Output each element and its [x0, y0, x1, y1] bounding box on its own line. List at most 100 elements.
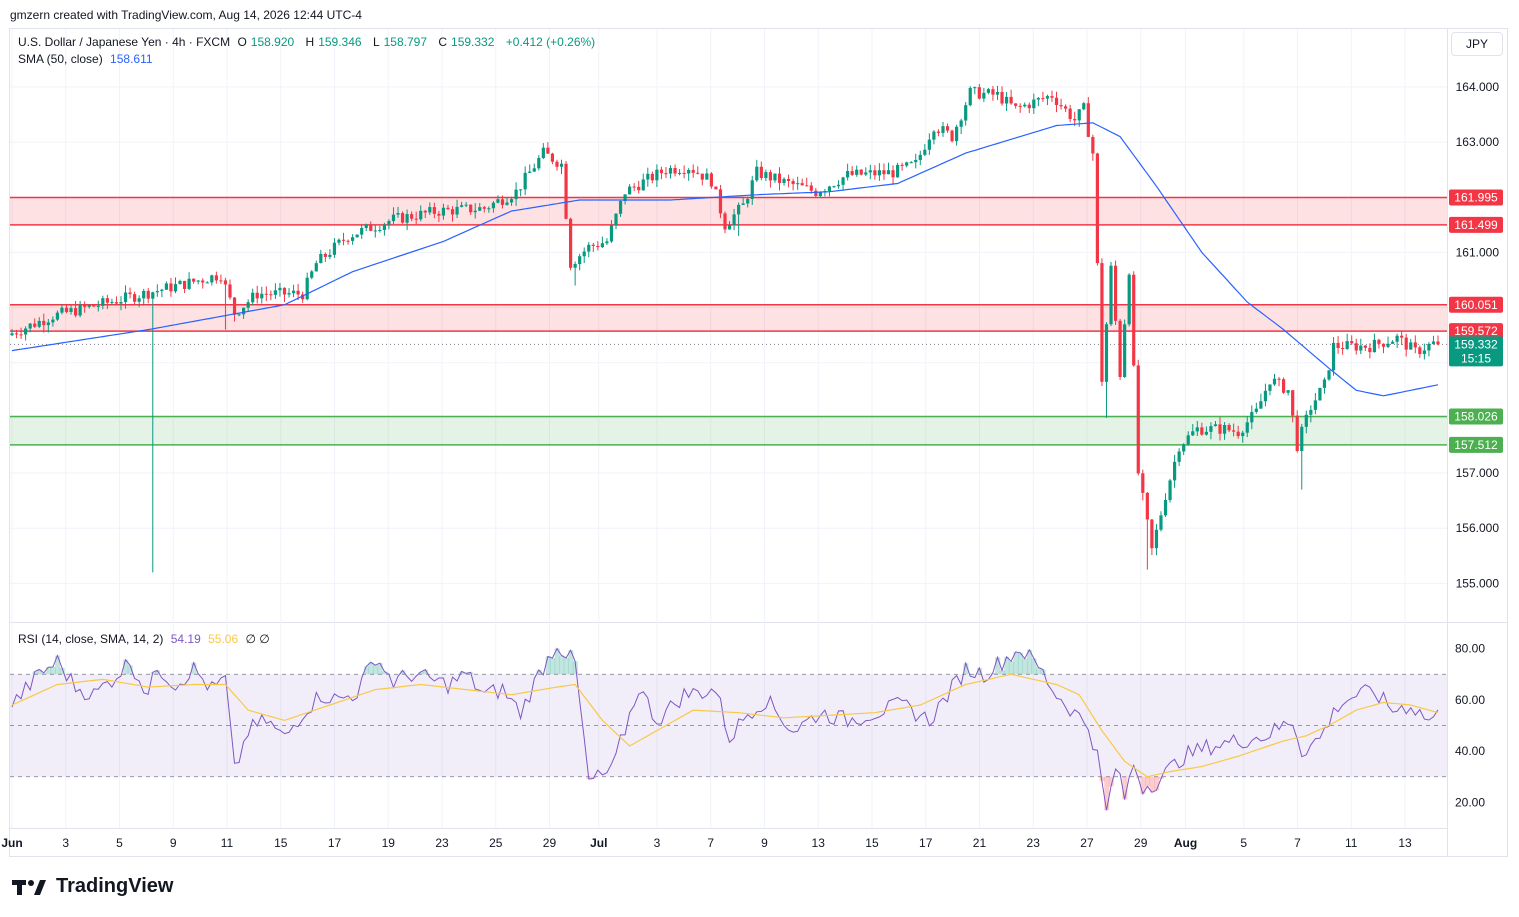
- resistance-zone: [10, 304, 1447, 332]
- candle-body: [119, 302, 123, 304]
- candle-body: [814, 190, 818, 196]
- candle-body: [1409, 342, 1413, 350]
- time-tick-label: 5: [116, 836, 123, 850]
- header-credit: gmzern created with TradingView.com, Aug…: [10, 8, 362, 22]
- candle-body: [1127, 274, 1131, 325]
- candle-body: [478, 207, 482, 211]
- candle-body: [114, 302, 119, 304]
- price-tick-label: 156.000: [1456, 521, 1500, 535]
- rsi-extra: ∅ ∅: [245, 632, 270, 646]
- rsi-tick-label: 80.00: [1455, 642, 1485, 656]
- candle-body: [473, 210, 477, 213]
- candle-body: [936, 131, 941, 133]
- candle-body: [605, 241, 609, 244]
- candle-body: [78, 304, 82, 316]
- candle-body: [1091, 136, 1095, 154]
- candle-body: [655, 169, 659, 181]
- candle-body: [550, 153, 555, 162]
- candle-body: [1182, 444, 1186, 452]
- candle-body: [73, 308, 78, 316]
- rsi-overbought-fill: [559, 655, 565, 675]
- currency-button[interactable]: JPY: [1451, 32, 1503, 56]
- support-tag-top-bg: [1449, 408, 1503, 425]
- price-tick-label: 164.000: [1456, 80, 1500, 94]
- candle-body: [646, 173, 650, 180]
- candle-body: [1331, 342, 1336, 371]
- candle-body: [705, 173, 709, 180]
- candle-body: [523, 172, 527, 190]
- rsi-oversold-fill: [1108, 776, 1114, 787]
- rsi-label: RSI (14, close, SMA, 14, 2): [18, 632, 164, 646]
- candle-body: [423, 210, 427, 213]
- candle-body: [1386, 343, 1390, 347]
- candle-body: [1041, 98, 1045, 100]
- high-value: 159.346: [318, 35, 362, 49]
- candle-body: [37, 320, 41, 327]
- candle-body: [873, 170, 877, 176]
- candle-body: [1004, 96, 1009, 104]
- candle-body: [1422, 350, 1426, 354]
- candle-body: [696, 172, 700, 174]
- rsi-panel: [10, 647, 1447, 811]
- time-tick-label: 15: [274, 836, 288, 850]
- candle-body: [914, 159, 918, 163]
- candle-body: [1023, 104, 1027, 107]
- candle-body: [1241, 432, 1245, 437]
- candle-body: [328, 254, 332, 257]
- candle-body: [441, 207, 446, 216]
- candle-body: [568, 218, 573, 268]
- candle-body: [723, 213, 727, 230]
- time-tick-label: 11: [221, 836, 234, 850]
- candle-body: [1113, 265, 1118, 321]
- candle-body: [55, 312, 60, 320]
- candle-body: [192, 278, 196, 282]
- rsi-oversold-fill: [1099, 776, 1105, 782]
- candle-body: [755, 166, 759, 181]
- candle-body: [232, 297, 237, 315]
- candle-body: [1354, 343, 1358, 351]
- candle-body: [173, 284, 178, 292]
- rsi-overbought-fill: [1031, 658, 1037, 675]
- candle-body: [428, 207, 432, 213]
- candle-body: [260, 293, 264, 299]
- current-price-tag: 159.332: [1454, 337, 1498, 351]
- candle-body: [587, 244, 591, 252]
- rsi-oversold-fill: [1140, 776, 1146, 794]
- candle-body: [1300, 426, 1304, 451]
- low-value: 158.797: [383, 35, 428, 49]
- sma-line: [11, 122, 1439, 397]
- candle-body: [786, 178, 791, 181]
- candle-body: [573, 264, 577, 268]
- tradingview-logo[interactable]: TradingView: [12, 875, 173, 898]
- rsi-overbought-fill: [36, 669, 43, 675]
- candle-body: [210, 275, 214, 283]
- rsi-oversold-fill: [1145, 776, 1151, 787]
- candle-body: [1213, 424, 1218, 427]
- rsi-line: [11, 647, 1439, 811]
- candle-body: [182, 280, 187, 289]
- candle-body: [891, 170, 895, 178]
- candle-body: [791, 180, 795, 185]
- resistance-tag-top-bg: [1449, 189, 1503, 206]
- candle-body: [677, 172, 682, 174]
- candle-body: [578, 256, 582, 265]
- candle-body: [355, 234, 359, 238]
- candle-body: [360, 227, 364, 235]
- candle-body: [1222, 425, 1227, 434]
- candle-body: [273, 290, 278, 295]
- support-tag-bottom-bg: [1449, 436, 1503, 453]
- candle-body: [1363, 345, 1367, 348]
- rsi-tick-label: 40.00: [1455, 744, 1485, 758]
- candle-body: [1336, 342, 1340, 349]
- rsi-overbought-fill: [1017, 652, 1023, 675]
- candle-body: [337, 239, 341, 243]
- candle-body: [405, 214, 409, 223]
- candle-body: [282, 287, 287, 295]
- candle-body: [864, 172, 868, 175]
- candle-body: [364, 224, 368, 228]
- candle-body: [1200, 427, 1204, 435]
- candle-body: [187, 278, 191, 289]
- candle-body: [718, 189, 723, 214]
- candle-body: [1390, 341, 1395, 344]
